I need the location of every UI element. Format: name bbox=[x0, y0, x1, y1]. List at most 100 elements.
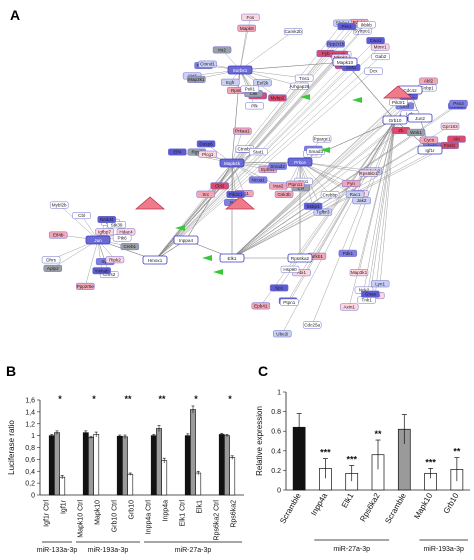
bar-2 bbox=[229, 457, 236, 496]
network-node bbox=[337, 23, 357, 31]
network-node-label: Fyb bbox=[322, 51, 330, 56]
network-edge bbox=[154, 24, 367, 261]
network-node-label: Plcg1 bbox=[202, 152, 214, 157]
network-node bbox=[196, 140, 216, 148]
x-tick-label: Rps6ka2 bbox=[231, 500, 238, 528]
network-edge bbox=[154, 70, 374, 261]
network-node-label: Ncoa1 bbox=[251, 177, 265, 182]
network-node bbox=[294, 74, 314, 82]
network-node-label: Ube2i bbox=[276, 331, 288, 336]
network-edge bbox=[239, 31, 294, 71]
network-edge bbox=[299, 161, 356, 195]
expression-chart: C 0 0.2 0.4 0.6 0.8 1 Relative expression Scramb… bbox=[250, 362, 474, 555]
network-node bbox=[406, 128, 426, 136]
network-node-label: Nfkb1 bbox=[311, 254, 323, 259]
network-node-label: Tgfbr3 bbox=[316, 210, 330, 215]
network-node bbox=[274, 190, 294, 198]
network-node bbox=[212, 46, 232, 54]
x-tick-label: Mapk10 bbox=[95, 500, 102, 525]
x-tick-label: Grb10 Ctrl bbox=[112, 500, 119, 533]
network-hub-node bbox=[417, 145, 443, 155]
network-hub-label: Jun bbox=[94, 238, 102, 243]
network-node-label: Crebbp bbox=[322, 192, 338, 197]
luciferase-svg: B 0 0,2 0,4 0,6 0,8 1 1,2 1,4 1,6 Luciferase ratio… bbox=[6, 363, 244, 554]
network-node-label: Sos1 bbox=[346, 65, 357, 70]
bar-1 bbox=[224, 435, 230, 496]
x-tick-label: Rps6ka2 Ctrl bbox=[214, 500, 221, 541]
panel-a-label: A bbox=[10, 7, 20, 23]
y-axis-title: Luciferase ratio bbox=[7, 420, 16, 475]
network-edge bbox=[363, 119, 396, 290]
network-edges bbox=[50, 16, 459, 334]
network-node-label: Fyn bbox=[347, 181, 355, 186]
network-node bbox=[268, 162, 287, 170]
luciferase-chart: B 0 0,2 0,4 0,6 0,8 1 1,2 1,4 1,6 Luciferase ratio… bbox=[0, 362, 248, 555]
network-hub-label: Elk1 bbox=[228, 256, 237, 261]
network-edge bbox=[154, 57, 341, 261]
network-node-label: Ssbp1 bbox=[307, 204, 320, 209]
x-tick-label: Elk1 Ctrl bbox=[180, 500, 187, 527]
network-node-label: Map2k1 bbox=[188, 77, 205, 82]
network-node-label: Stk39 bbox=[111, 222, 123, 227]
network-hub-node bbox=[407, 113, 433, 123]
group-label: miR-133a-3p bbox=[37, 547, 78, 554]
y-tick-label: 0 bbox=[277, 488, 281, 495]
network-node-label: Smad3 bbox=[308, 149, 323, 154]
network-hub-edge bbox=[185, 162, 233, 241]
network-edge bbox=[299, 161, 331, 195]
network-node-label: Dcx bbox=[370, 69, 379, 74]
network-edge bbox=[154, 25, 354, 261]
network-node bbox=[49, 201, 69, 209]
network-node-label: Fosl1 bbox=[444, 143, 456, 148]
x-tick-label: Scramble bbox=[383, 491, 408, 525]
network-node bbox=[226, 190, 245, 198]
significance-marker: * bbox=[58, 394, 62, 404]
network-edge bbox=[154, 67, 352, 261]
network-node bbox=[419, 136, 439, 144]
significance-marker: *** bbox=[320, 448, 331, 458]
network-edge bbox=[231, 125, 451, 259]
network-node bbox=[168, 148, 187, 156]
network-node bbox=[273, 330, 292, 338]
group-label: miR-27a-3p bbox=[175, 547, 212, 554]
network-node-label: Rgs2 bbox=[192, 150, 203, 155]
bar-0 bbox=[150, 435, 157, 496]
x-tick-label: Grb10 bbox=[442, 491, 461, 515]
network-node-label: Dusp6 bbox=[199, 141, 213, 146]
significance-marker: ** bbox=[374, 429, 382, 439]
network-node-label: Gpr183 bbox=[442, 124, 458, 129]
bar-0 bbox=[184, 435, 191, 496]
y-tick-label: 1 bbox=[277, 390, 281, 397]
network-hub-node bbox=[219, 253, 245, 263]
network-node-label: Syk bbox=[101, 259, 109, 264]
network-node-label: Abi1 bbox=[297, 270, 307, 275]
network-node bbox=[338, 249, 358, 257]
significance-marker: * bbox=[92, 394, 96, 404]
y-tick-label: 0 bbox=[31, 493, 35, 500]
network-node-label: Peli1 bbox=[245, 87, 256, 92]
network-mirna-node bbox=[224, 196, 256, 210]
network-node-label: Iras2 bbox=[273, 183, 284, 188]
network-node bbox=[290, 82, 309, 90]
network-node-label: Epha1 bbox=[261, 167, 275, 172]
network-node-label: Lyn1 bbox=[375, 281, 385, 286]
network-hub-edge bbox=[239, 61, 346, 71]
network-node bbox=[97, 216, 116, 224]
bar-0 bbox=[48, 435, 55, 496]
bar-2 bbox=[59, 476, 66, 496]
network-node-label: Nck2 bbox=[359, 288, 370, 293]
network-node-label: Tns1 bbox=[299, 76, 310, 81]
network-node bbox=[43, 264, 63, 272]
network-edge bbox=[348, 119, 396, 307]
network-node-label: Prkaa1 bbox=[235, 129, 250, 134]
network-hub-node bbox=[382, 115, 408, 125]
network-node bbox=[357, 21, 376, 29]
network-hub-label: Igf1r bbox=[425, 148, 435, 153]
y-tick-label: 0.6 bbox=[271, 429, 281, 436]
significance-marker: * bbox=[228, 394, 232, 404]
bar-0 bbox=[82, 432, 89, 496]
network-arrow-marker bbox=[202, 255, 212, 261]
network-mirna-node bbox=[134, 196, 166, 210]
bar-1 bbox=[88, 437, 94, 496]
network-hub-node bbox=[142, 255, 168, 265]
